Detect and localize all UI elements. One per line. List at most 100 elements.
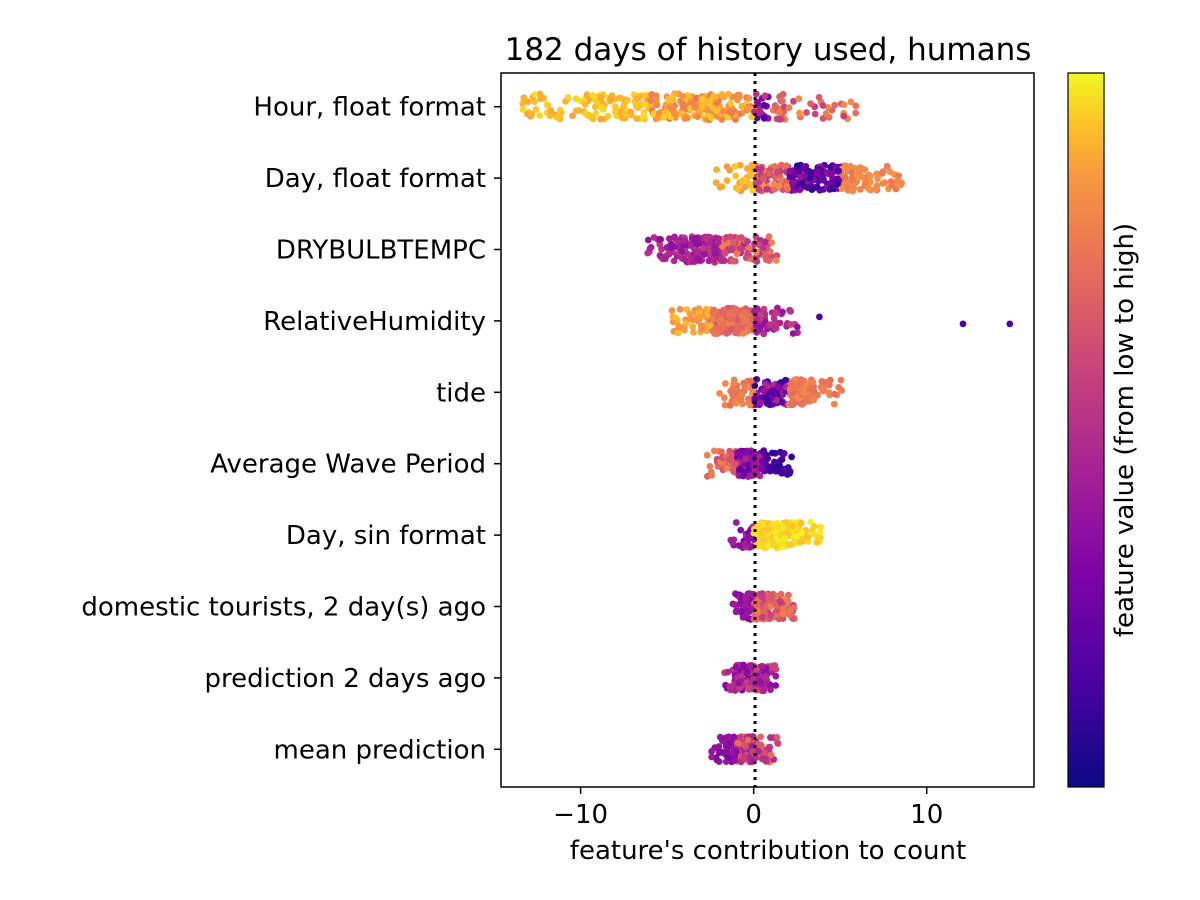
data-point — [725, 90, 732, 98]
data-point — [796, 186, 804, 194]
data-point — [769, 521, 777, 528]
data-point — [585, 111, 593, 119]
data-point — [537, 95, 544, 103]
data-point — [686, 310, 694, 318]
data-point — [715, 743, 723, 750]
data-point — [776, 116, 784, 123]
data-point — [718, 183, 726, 191]
data-point — [704, 309, 712, 317]
data-point — [772, 257, 780, 264]
data-point — [528, 110, 536, 118]
feature-label: RelativeHumidity — [263, 307, 486, 337]
data-point — [624, 96, 631, 104]
data-point — [732, 399, 740, 407]
data-point — [709, 104, 717, 112]
x-axis: −10 0 10 — [553, 787, 943, 830]
data-point — [826, 376, 834, 384]
data-point — [838, 185, 846, 193]
data-point — [734, 739, 742, 747]
data-point — [658, 245, 665, 253]
data-point — [887, 178, 895, 185]
data-point — [742, 540, 749, 548]
data-point — [627, 108, 635, 116]
data-point — [764, 542, 772, 549]
data-point — [849, 187, 857, 195]
chart-title: 182 days of history used, humans — [505, 32, 1032, 68]
x-tick-label: −10 — [553, 800, 608, 830]
data-point — [819, 174, 827, 182]
data-point — [777, 161, 785, 169]
data-point — [756, 677, 763, 685]
data-point — [819, 115, 827, 122]
data-point — [831, 390, 839, 398]
data-point — [718, 91, 726, 98]
data-point — [734, 185, 742, 193]
data-point — [698, 95, 706, 103]
data-point — [795, 168, 803, 176]
data-point — [751, 307, 758, 315]
data-point — [731, 601, 738, 608]
data-point — [722, 380, 729, 387]
data-point — [735, 679, 743, 687]
data-point — [703, 234, 710, 242]
data-point — [738, 102, 746, 110]
data-point — [828, 184, 836, 192]
data-point — [760, 174, 767, 182]
data-point — [861, 179, 869, 187]
data-point — [719, 242, 727, 250]
data-point — [797, 538, 805, 546]
data-point — [708, 748, 715, 755]
data-point — [834, 167, 842, 175]
data-point — [772, 682, 780, 689]
data-point — [739, 177, 746, 185]
data-point — [848, 169, 856, 177]
data-point — [774, 168, 781, 176]
data-point — [809, 379, 817, 386]
data-points — [519, 90, 1014, 766]
feature-label: prediction 2 days ago — [205, 664, 487, 694]
data-point — [706, 463, 714, 470]
data-point — [647, 243, 655, 251]
data-point — [612, 103, 619, 111]
data-point — [761, 92, 769, 100]
data-point — [564, 94, 572, 101]
data-point — [727, 683, 734, 691]
data-point — [619, 104, 627, 111]
data-point — [668, 307, 676, 314]
data-point — [894, 176, 902, 184]
data-point — [705, 257, 713, 265]
data-point — [721, 248, 729, 256]
data-point — [797, 520, 805, 527]
data-point — [819, 383, 827, 391]
data-point — [679, 100, 686, 107]
data-point — [727, 536, 735, 544]
data-point — [852, 109, 860, 117]
data-point — [778, 398, 785, 406]
data-point — [765, 257, 773, 264]
data-point — [793, 533, 800, 540]
data-point — [752, 90, 760, 98]
data-point — [886, 168, 894, 176]
colorbar — [1067, 72, 1105, 788]
data-point — [669, 94, 676, 102]
data-point — [892, 185, 900, 193]
data-point — [775, 109, 783, 116]
data-point — [716, 749, 723, 757]
colorbar-label: feature value (from low to high) — [1110, 223, 1140, 637]
data-point — [674, 238, 682, 246]
data-point — [819, 102, 827, 109]
outlier-point — [959, 320, 967, 328]
data-point — [760, 447, 768, 455]
data-point — [737, 234, 745, 241]
data-point — [855, 164, 863, 172]
data-point — [724, 668, 732, 676]
data-point — [760, 305, 768, 313]
data-point — [831, 101, 839, 109]
data-point — [711, 249, 719, 257]
data-point — [772, 672, 780, 680]
data-point — [740, 754, 748, 761]
data-point — [789, 330, 797, 337]
data-point — [797, 379, 805, 387]
data-point — [776, 540, 784, 548]
data-point — [763, 397, 771, 405]
